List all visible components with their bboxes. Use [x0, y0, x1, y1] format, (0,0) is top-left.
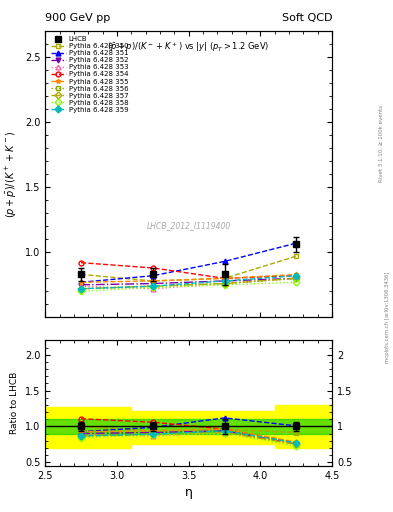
Line: Pythia 6.428 353: Pythia 6.428 353: [79, 276, 299, 291]
Bar: [275, 405, 332, 448]
Bar: [131, 411, 275, 444]
Line: Pythia 6.428 358: Pythia 6.428 358: [79, 280, 299, 294]
Pythia 6.428 358: [222, 282, 227, 288]
Bar: [45, 407, 131, 448]
Line: Pythia 6.428 357: Pythia 6.428 357: [79, 276, 299, 291]
Text: Soft QCD: Soft QCD: [282, 13, 332, 23]
Pythia 6.428 359: [79, 286, 83, 292]
Pythia 6.428 352: [79, 282, 83, 288]
Pythia 6.428 355: [222, 275, 227, 282]
Pythia 6.428 357: [79, 286, 83, 292]
Bar: [45, 419, 332, 434]
Text: Rivet 3.1.10, ≥ 100k events: Rivet 3.1.10, ≥ 100k events: [379, 105, 384, 182]
Pythia 6.428 350: [222, 275, 227, 282]
Pythia 6.428 354: [294, 273, 299, 279]
Line: Pythia 6.428 359: Pythia 6.428 359: [79, 273, 299, 291]
Y-axis label: $(p+\bar{p})/(K^+ + K^-)$: $(p+\bar{p})/(K^+ + K^-)$: [4, 130, 19, 218]
Pythia 6.428 351: [222, 259, 227, 265]
Pythia 6.428 354: [151, 265, 155, 271]
Text: mcplots.cern.ch [arXiv:1306.3436]: mcplots.cern.ch [arXiv:1306.3436]: [385, 272, 389, 363]
Pythia 6.428 351: [151, 273, 155, 279]
Pythia 6.428 359: [222, 278, 227, 284]
Legend: LHCB, Pythia 6.428 350, Pythia 6.428 351, Pythia 6.428 352, Pythia 6.428 353, Py: LHCB, Pythia 6.428 350, Pythia 6.428 351…: [49, 34, 130, 115]
Pythia 6.428 359: [151, 283, 155, 289]
Pythia 6.428 353: [151, 286, 155, 292]
Pythia 6.428 358: [151, 284, 155, 290]
Pythia 6.428 351: [294, 240, 299, 246]
Pythia 6.428 358: [294, 279, 299, 285]
Line: Pythia 6.428 356: Pythia 6.428 356: [79, 276, 299, 291]
Line: Pythia 6.428 350: Pythia 6.428 350: [79, 254, 299, 283]
Pythia 6.428 355: [79, 279, 83, 285]
Pythia 6.428 353: [222, 281, 227, 287]
Pythia 6.428 352: [151, 281, 155, 287]
Pythia 6.428 355: [151, 278, 155, 284]
Text: 900 GeV pp: 900 GeV pp: [45, 13, 110, 23]
Pythia 6.428 353: [294, 275, 299, 282]
Pythia 6.428 350: [79, 271, 83, 278]
Pythia 6.428 352: [294, 275, 299, 282]
Pythia 6.428 358: [79, 288, 83, 294]
Line: Pythia 6.428 351: Pythia 6.428 351: [79, 241, 299, 285]
Pythia 6.428 359: [294, 273, 299, 279]
Y-axis label: Ratio to LHCB: Ratio to LHCB: [10, 372, 19, 434]
Text: LHCB_2012_I1119400: LHCB_2012_I1119400: [147, 221, 231, 230]
Pythia 6.428 354: [79, 260, 83, 266]
Pythia 6.428 350: [294, 253, 299, 259]
Pythia 6.428 356: [294, 275, 299, 282]
Pythia 6.428 352: [222, 278, 227, 284]
Pythia 6.428 354: [222, 275, 227, 282]
Text: $(\bar{p}+p)/(K^-+K^+)$ vs $|y|$ $(p_T > 1.2\ \mathrm{GeV})$: $(\bar{p}+p)/(K^-+K^+)$ vs $|y|$ $(p_T >…: [107, 41, 270, 54]
Pythia 6.428 357: [222, 281, 227, 287]
Pythia 6.428 357: [151, 283, 155, 289]
Pythia 6.428 351: [79, 279, 83, 285]
Pythia 6.428 356: [151, 283, 155, 289]
Pythia 6.428 356: [222, 281, 227, 287]
Pythia 6.428 355: [294, 271, 299, 278]
Line: Pythia 6.428 355: Pythia 6.428 355: [79, 272, 299, 285]
Pythia 6.428 350: [151, 278, 155, 284]
X-axis label: η: η: [185, 486, 193, 499]
Pythia 6.428 353: [79, 283, 83, 289]
Line: Pythia 6.428 352: Pythia 6.428 352: [79, 276, 299, 287]
Pythia 6.428 356: [79, 286, 83, 292]
Pythia 6.428 357: [294, 275, 299, 282]
Line: Pythia 6.428 354: Pythia 6.428 354: [79, 260, 299, 281]
